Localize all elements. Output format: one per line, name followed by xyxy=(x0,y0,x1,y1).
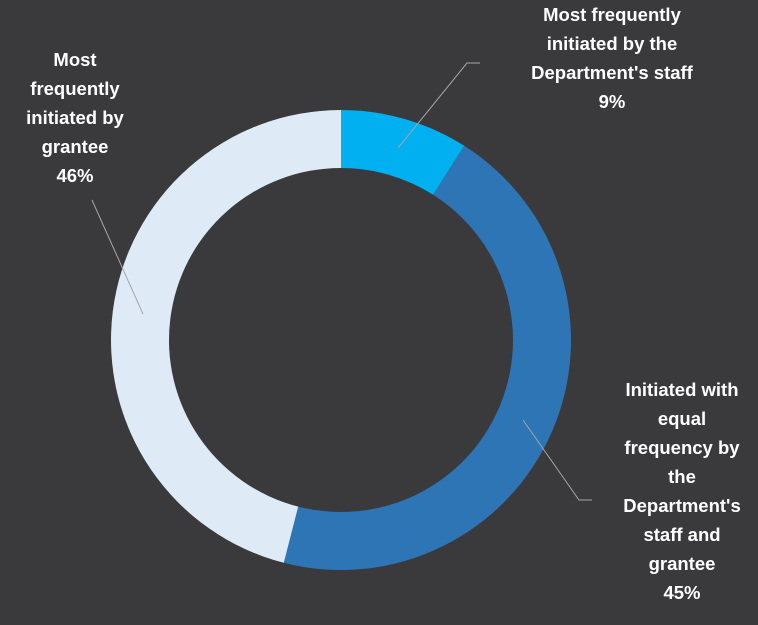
slice-label-line: 9% xyxy=(599,91,626,112)
slice-label-2: Most frequently initiated by grantee 46% xyxy=(26,49,124,186)
slice-label-line: equal xyxy=(658,408,706,429)
slice-label-line: Department's xyxy=(623,495,741,516)
slice-label-0: Most frequently initiated by the Departmen… xyxy=(531,4,694,112)
slice-label-line: grantee xyxy=(42,136,109,157)
slice-label-line: frequently xyxy=(30,78,120,99)
leader-line-2 xyxy=(91,199,144,315)
donut-slice-0 xyxy=(341,110,465,195)
slice-label-line: frequency by xyxy=(624,437,740,458)
slice-label-line: initiated by the xyxy=(547,33,678,54)
slice-label-1: Initiated with equal frequency by the Depart… xyxy=(623,379,741,603)
slice-label-line: the xyxy=(668,466,696,487)
slice-label-line: staff and xyxy=(643,524,720,545)
slice-label-line: grantee xyxy=(649,553,716,574)
leader-line-0 xyxy=(397,62,480,149)
slice-label-line: Department's staff xyxy=(531,62,694,83)
slice-label-line: 45% xyxy=(663,582,700,603)
slice-label-line: Most xyxy=(53,49,96,70)
slice-labels: Most frequently initiated by the Departmen… xyxy=(26,4,741,603)
slice-label-line: 46% xyxy=(56,165,93,186)
leader-line-1 xyxy=(522,419,592,501)
slice-label-line: Most frequently xyxy=(543,4,681,25)
slice-label-line: Initiated with xyxy=(625,379,738,400)
donut-slice-2 xyxy=(111,109,341,563)
donut-slice-1 xyxy=(283,145,571,570)
slice-label-line: initiated by xyxy=(26,107,124,128)
leader-lines xyxy=(91,62,592,501)
donut-slices xyxy=(111,109,571,570)
